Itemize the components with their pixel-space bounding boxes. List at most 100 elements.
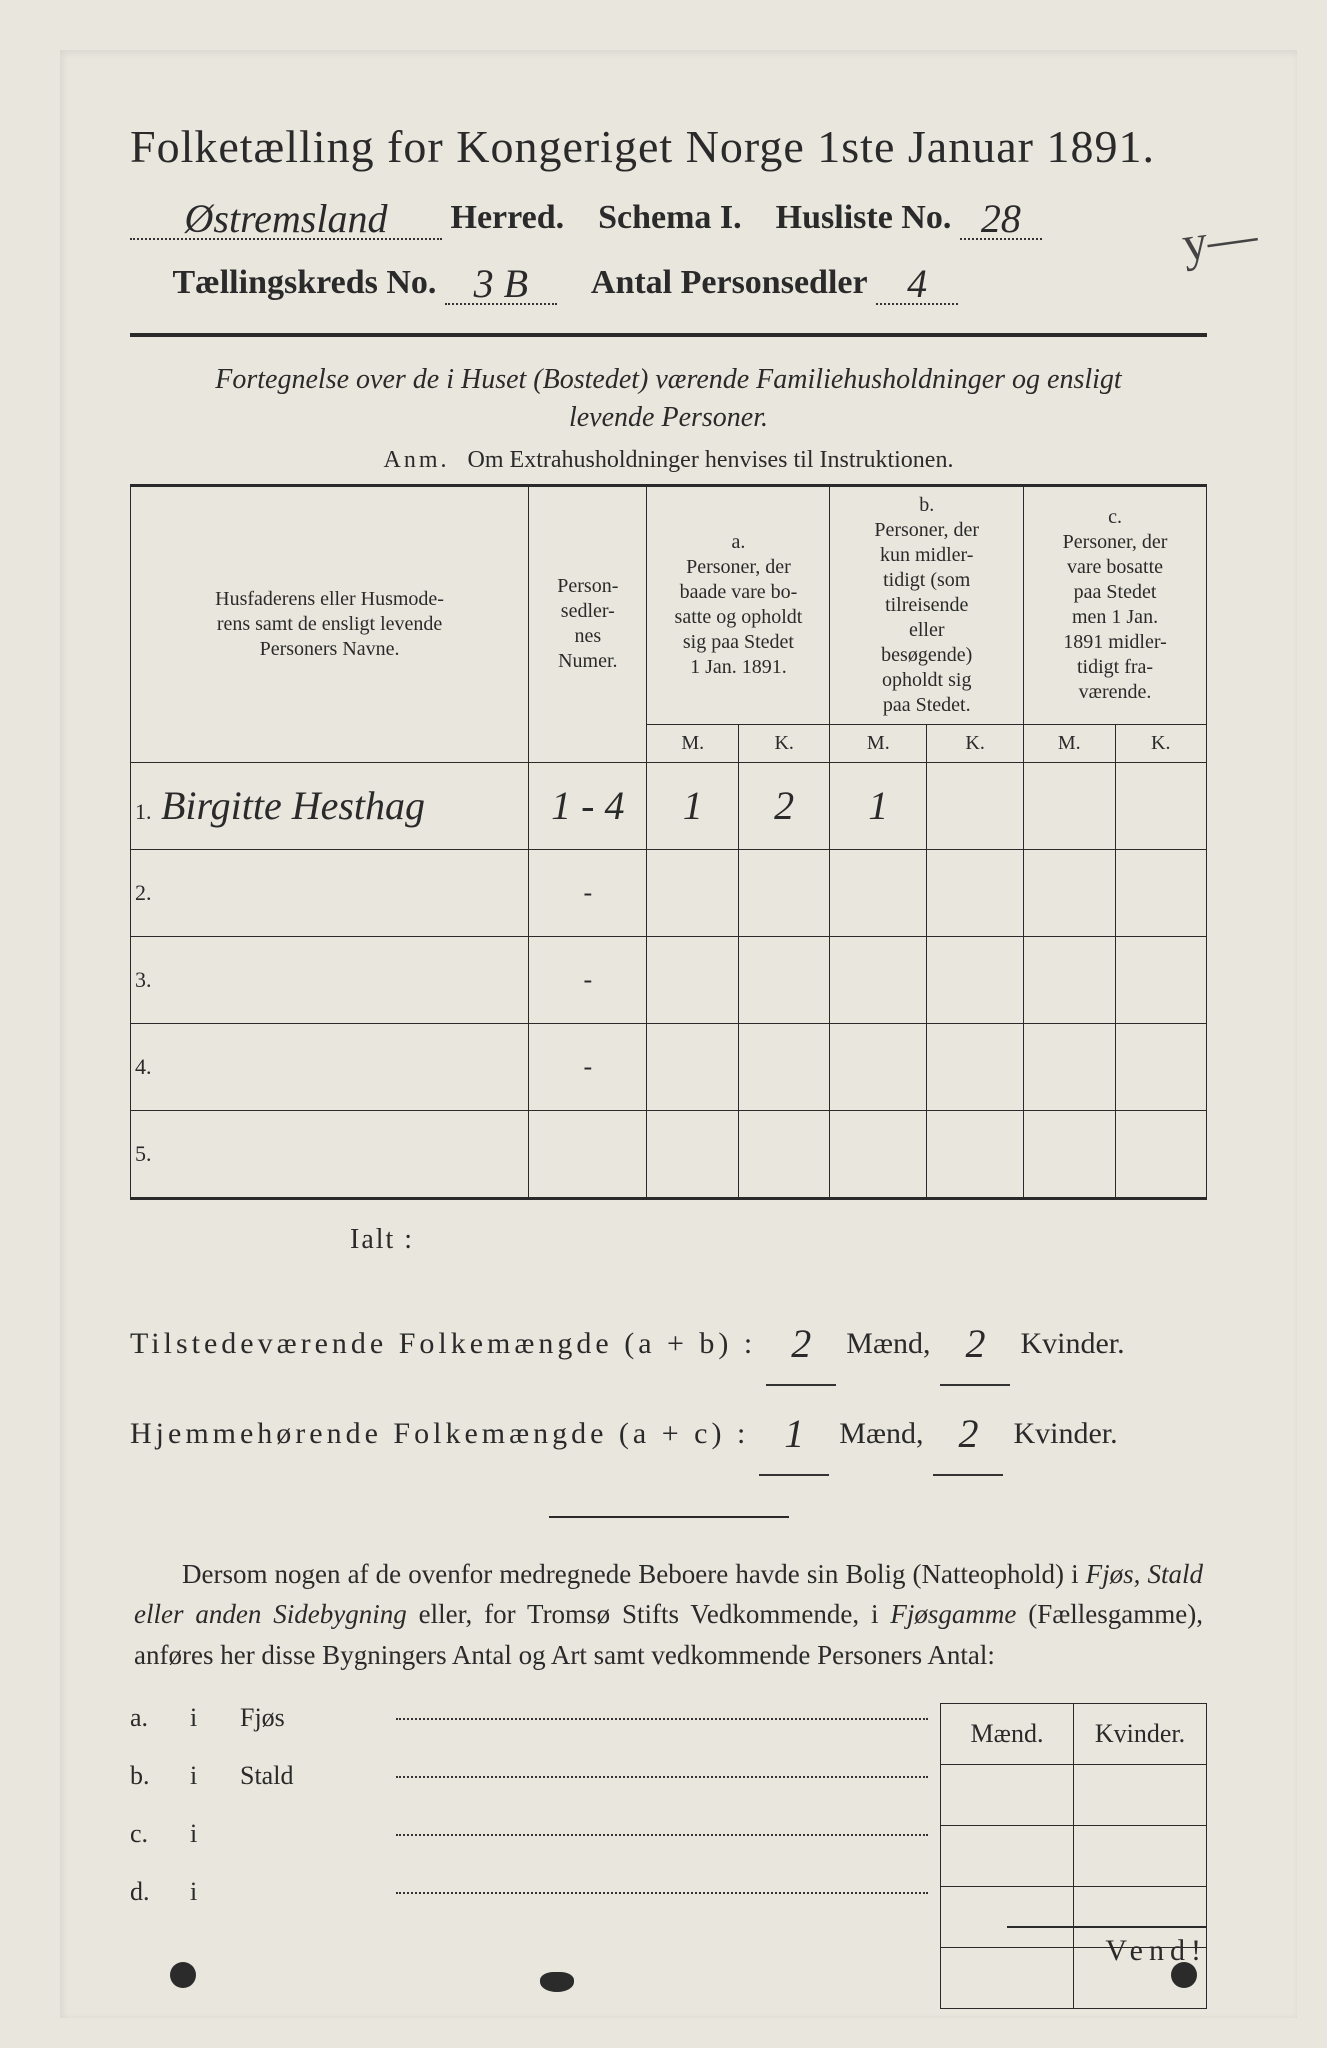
- col-names-l2-txt: rens samt de ensligt levende: [217, 613, 443, 635]
- kreds-field: 3 B: [445, 256, 557, 305]
- row-name-value: Birgitte Hesthag: [161, 783, 425, 828]
- col-c-l1: Personer, der: [1063, 531, 1168, 553]
- anm-label: Anm.: [384, 447, 450, 473]
- col-header-c: c. Personer, der vare bosatte paa Stedet…: [1024, 485, 1207, 724]
- row-c-m: [1024, 849, 1115, 936]
- totals-1-m-field: 2: [766, 1296, 836, 1386]
- row-b-k: [927, 849, 1024, 936]
- sidebygning-list: a.iFjøsb.iStaldc.id.i: [130, 1703, 928, 2009]
- mk-b-m: [941, 1826, 1074, 1887]
- totals-2-m: 1: [784, 1411, 804, 1456]
- sidebygning-row: c.i: [130, 1819, 928, 1877]
- row-num-value: -: [583, 1052, 592, 1081]
- col-b-l8: paa Stedet.: [883, 694, 971, 716]
- title-year: 1891.: [1046, 121, 1155, 172]
- vend-label: Vend!: [1007, 1926, 1207, 1968]
- row-personsedler: -: [529, 936, 647, 1023]
- col-header-a: a. Personer, der baade vare bo- satte og…: [647, 485, 830, 724]
- mk-a-k: [1074, 1765, 1207, 1826]
- row-b-k: [927, 936, 1024, 1023]
- row-c-m: [1024, 936, 1115, 1023]
- col-a-m: M.: [647, 724, 738, 762]
- row-a-k: [738, 1023, 829, 1110]
- row-num-value: -: [583, 965, 592, 994]
- col-b-l1: Personer, der: [874, 519, 979, 541]
- anm-text: Om Extrahusholdninger henvises til Instr…: [468, 447, 954, 473]
- form-title: Folketælling for Kongeriget Norge 1ste J…: [130, 120, 1207, 173]
- sb-row-letter: c.: [130, 1819, 190, 1849]
- col-c-l6: tidigt fra-: [1077, 656, 1153, 678]
- row-num-value: 1 - 4: [551, 783, 624, 828]
- mid-rule: [549, 1516, 789, 1518]
- table-body: 1.Birgitte Hesthag1 - 41212.-3.-4.-5.: [131, 762, 1207, 1198]
- row-number: 1.: [135, 799, 161, 825]
- row-num-value: -: [583, 878, 592, 907]
- title-prefix: Folketælling for Kongeriget Norge 1ste J…: [130, 121, 1034, 172]
- punch-hole-mid: [540, 1972, 574, 1992]
- row-number: 3.: [135, 967, 161, 993]
- totals-2-k: 2: [958, 1411, 978, 1456]
- mk-a-m: [941, 1765, 1074, 1826]
- row-b-k: [927, 1023, 1024, 1110]
- totals-2-m-field: 1: [759, 1386, 829, 1476]
- personsedler-label: Antal Personsedler: [591, 264, 868, 301]
- table-row: 5.: [131, 1110, 1207, 1198]
- row-b-m-value: 1: [868, 783, 888, 828]
- col-num-l4: Numer.: [558, 650, 617, 672]
- row-name-cell: 4.: [131, 1023, 529, 1110]
- row-personsedler: -: [529, 1023, 647, 1110]
- col-b-letter: b.: [919, 494, 934, 516]
- sidebygning-row: a.iFjøs: [130, 1703, 928, 1761]
- anm-note: Anm. Om Extrahusholdninger henvises til …: [130, 447, 1207, 474]
- col-b-k: K.: [927, 724, 1024, 762]
- personsedler-field: 4: [876, 256, 958, 305]
- table-row: 2.-: [131, 849, 1207, 936]
- header-rule: [130, 333, 1207, 337]
- totals-1-kvinder: Kvinder.: [1020, 1311, 1124, 1377]
- sb-row-i: i: [190, 1819, 240, 1849]
- row-c-k: [1115, 1023, 1207, 1110]
- sb-row-i: i: [190, 1703, 240, 1733]
- totals-2-label: Hjemmehørende Folkemængde (a + c) :: [130, 1401, 749, 1467]
- sb-row-letter: b.: [130, 1761, 190, 1791]
- col-names-l1: Husfaderens eller Husmode-: [215, 588, 444, 610]
- totals-1-m: 2: [791, 1321, 811, 1366]
- row-b-k: [927, 1110, 1024, 1198]
- col-b-l6: besøgende): [881, 644, 972, 666]
- col-header-number: Person- sedler- nes Numer.: [529, 485, 647, 762]
- sb-row-letter: d.: [130, 1877, 190, 1907]
- row-a-k: [738, 1110, 829, 1198]
- row-c-k: [1115, 936, 1207, 1023]
- col-num-l1: Person-: [557, 575, 618, 597]
- col-header-names: Husfaderens eller Husmode- rens samt de …: [131, 485, 529, 762]
- totals-1-k-field: 2: [940, 1296, 1010, 1386]
- col-header-b: b. Personer, der kun midler- tidigt (som…: [830, 485, 1024, 724]
- row-name-cell: 5.: [131, 1110, 529, 1198]
- herred-value: Østremsland: [185, 196, 388, 241]
- row-b-m: [830, 1023, 927, 1110]
- row-b-m: [830, 1110, 927, 1198]
- mk-maend-header: Mænd.: [941, 1704, 1074, 1765]
- schema-label: Schema I.: [598, 199, 742, 236]
- husliste-label: Husliste No.: [776, 199, 952, 236]
- row-a-k: [738, 936, 829, 1023]
- totals-line-2: Hjemmehørende Folkemængde (a + c) : 1 Mæ…: [130, 1386, 1207, 1476]
- row-b-m: [830, 936, 927, 1023]
- col-names-l2: rens samt de ensligt levende: [217, 613, 443, 635]
- husliste-value: 28: [981, 196, 1021, 241]
- totals-block: Tilstedeværende Folkemængde (a + b) : 2 …: [130, 1296, 1207, 1476]
- row-c-m: [1024, 1023, 1115, 1110]
- totals-1-maend: Mænd,: [846, 1311, 930, 1377]
- ialt-label: Ialt :: [350, 1224, 1207, 1256]
- sidebygning-paragraph: Dersom nogen af de ovenfor medregnede Be…: [134, 1554, 1203, 1676]
- row-b-m: [830, 849, 927, 936]
- row-c-k: [1115, 849, 1207, 936]
- row-a-m: [647, 1023, 738, 1110]
- col-c-l7: værende.: [1079, 681, 1152, 703]
- subhead-line2: levende Personer.: [569, 402, 768, 433]
- row-a-m: [647, 936, 738, 1023]
- row-number: 4.: [135, 1054, 161, 1080]
- census-form-page: Folketælling for Kongeriget Norge 1ste J…: [0, 0, 1327, 2048]
- row-a-m-value: 1: [683, 783, 703, 828]
- col-b-m: M.: [830, 724, 927, 762]
